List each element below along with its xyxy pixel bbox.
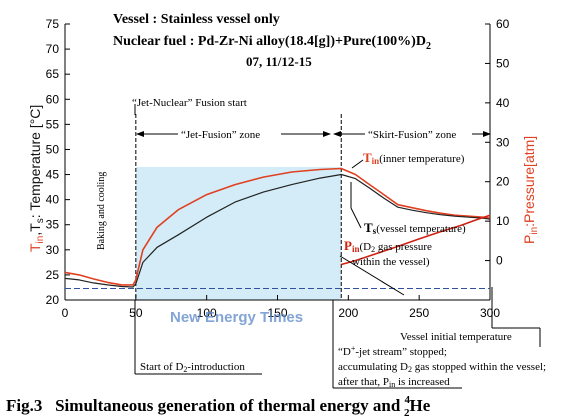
left-tick-label: 40	[46, 193, 60, 207]
left-tick-label: 35	[46, 218, 60, 232]
left-tick-label: 25	[46, 268, 60, 282]
t-in-label-desc: (inner temperature)	[379, 153, 465, 165]
p-in-label-p: P	[344, 238, 352, 253]
skirt-fusion-zone-label: “Skirt-Fusion” zone	[368, 129, 456, 141]
stop-label-line3: after that, Pin is increased	[338, 376, 450, 389]
figure-caption: Fig.3 Simultaneous generation of thermal…	[6, 394, 431, 416]
right-tick-label: 0	[496, 254, 503, 268]
left-tick-label: 55	[46, 117, 60, 131]
stop-line3-prefix: after that, P	[338, 376, 389, 388]
baking-cooling-label: Baking and cooling	[96, 172, 107, 250]
t-s-label: Ts(vessel temperature)	[364, 220, 466, 236]
left-axis-title-rest: : Temperature [°C]	[27, 105, 43, 219]
p-in-label-desc-rest: gas pressure	[375, 241, 432, 253]
left-tick-label: 65	[46, 67, 60, 81]
series-line-t-s	[64, 173, 491, 288]
jet-nuclear-start-label: “Jet-Nuclear” Fusion start	[132, 97, 247, 109]
stop-line3-rest: is increased	[395, 376, 450, 388]
header-vessel: Vessel : Stainless vessel only	[113, 12, 280, 27]
watermark: New Energy Times	[170, 309, 303, 326]
p-in-label-desc: (D	[359, 241, 371, 253]
right-tick-label: 30	[496, 135, 510, 149]
t-in-leader	[351, 159, 364, 169]
left-axis-title-t: T	[27, 243, 43, 252]
p-in-label-desc-sub: 2	[371, 245, 375, 254]
p-in-label: Pin(D2 gas pressure	[344, 238, 432, 254]
x-tick-label: 300	[480, 306, 500, 320]
left-axis-title-sub2: s	[35, 218, 46, 223]
left-tick-label: 30	[46, 243, 60, 257]
header-fuel: Nuclear fuel : Pd-Zr-Ni alloy(18.4[g])+P…	[113, 34, 431, 52]
t-s-leader-2	[350, 207, 362, 229]
t-in-label-t: T	[363, 150, 372, 165]
stop-line1-prefix: “D	[338, 346, 351, 358]
right-axis-title-sub: in	[529, 227, 540, 235]
stop-line2-sub: 2	[408, 365, 412, 374]
stop-line2-rest: gas stopped within the vessel;	[412, 361, 546, 373]
x-tick-label: 0	[62, 306, 69, 320]
stop-line1-sup: +	[351, 344, 356, 353]
left-tick-label: 70	[46, 42, 60, 56]
right-tick-label: 60	[496, 17, 510, 31]
left-axis-title-sub1: in	[35, 236, 46, 244]
left-tick-label: 75	[46, 17, 60, 31]
t-in-label: Tin(inner temperature)	[363, 150, 465, 166]
axes-layer: 20 25 30 35 40 45 50 55 60 65 70 75 0 10 20 30 40 50 60 0 50…	[46, 17, 510, 320]
x-tick-label: 100	[197, 306, 217, 320]
start-d2-sub: 2	[183, 365, 187, 374]
p-in-leader	[339, 255, 405, 296]
left-tick-label: 20	[46, 293, 60, 307]
left-tick-label: 60	[46, 92, 60, 106]
t-in-label-sub: in	[372, 156, 380, 166]
t-s-label-desc: (vessel temperature)	[376, 223, 466, 235]
left-axis-title: Tin,Ts: Temperature [°C]	[27, 105, 46, 252]
zone-fill-layer	[135, 167, 342, 300]
caption-he-sup: 4	[405, 394, 411, 406]
right-tick-label: 10	[496, 214, 510, 228]
caption-he: He	[410, 396, 431, 415]
right-tick-label: 20	[496, 175, 510, 189]
right-axis-title-p: P	[521, 235, 537, 244]
series-line-t-in	[64, 167, 491, 286]
p-in-label-line2: within the vessel)	[352, 256, 430, 268]
header-date: 07, 11/12-15	[246, 54, 312, 69]
vessel-initial-label: Vessel initial temperature	[400, 331, 512, 343]
jet-fusion-zone-label: “Jet-Fusion” zone	[181, 129, 260, 141]
start-d2-label: Start of D2-introduction	[140, 361, 245, 374]
start-d2-rest: -introduction	[187, 361, 245, 373]
p-in-label-sub: in	[352, 244, 360, 254]
left-tick-label: 50	[46, 142, 60, 156]
stop-line2-prefix: accumulating D	[338, 361, 408, 373]
series-line-p-in	[341, 214, 491, 266]
start-d2-prefix: Start of D	[140, 361, 183, 373]
x-tick-label: 150	[267, 306, 287, 320]
x-tick-label: 50	[129, 306, 143, 320]
right-tick-label: 40	[496, 96, 510, 110]
stop-line1-rest: -jet stream” stopped;	[355, 346, 447, 358]
left-axis-title-mid: ,T	[27, 223, 43, 236]
right-axis-title: Pin:Pressure[atm]	[521, 136, 540, 244]
header-fuel-sub: 2	[426, 41, 431, 52]
x-tick-label: 200	[338, 306, 358, 320]
stop-line3-sub: in	[389, 380, 395, 389]
right-axis-title-rest: :Pressure[atm]	[521, 136, 537, 227]
x-tick-label: 250	[409, 306, 429, 320]
stop-label-line1: “D+-jet stream” stopped;	[338, 344, 447, 358]
caption-prefix: Fig.3 Simultaneous generation of thermal…	[6, 396, 405, 415]
zone-fill	[135, 167, 342, 300]
t-s-label-sub: s	[373, 226, 377, 236]
t-s-label-t: T	[364, 220, 373, 235]
caption-he-sub: 2	[404, 407, 410, 416]
series-layer	[64, 167, 491, 288]
right-tick-label: 50	[496, 56, 510, 70]
header-fuel-prefix: Nuclear fuel : Pd-Zr-Ni alloy(18.4[g])+P…	[113, 34, 426, 49]
stop-label-line2: accumulating D2 gas stopped within the v…	[338, 361, 546, 374]
left-tick-label: 45	[46, 168, 60, 182]
